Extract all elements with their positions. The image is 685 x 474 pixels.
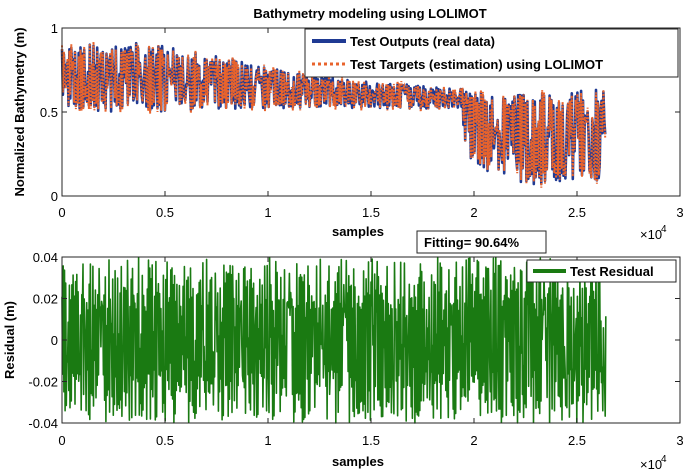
legend-box [526, 259, 677, 283]
x-ticks: 0 0.5 1 1.5 2 2.5 3 [58, 28, 684, 220]
legend-label-test-targets: Test Targets (estimation) using LOLIMOT [350, 57, 603, 72]
annotation-box [416, 230, 547, 254]
y-axis-label: Residual (m) [2, 301, 17, 379]
x-tick-label: 2.5 [568, 205, 586, 220]
y-tick-label: 0 [51, 333, 58, 348]
x-exponent-base: ×10 [640, 457, 662, 472]
x-tick-label: 2 [470, 433, 477, 448]
x-tick-label: 3 [676, 205, 683, 220]
x-tick-label: 1.5 [362, 205, 380, 220]
x-axis-label: samples [332, 224, 384, 239]
legend: Test Outputs (real data) Test Targets (e… [304, 28, 679, 78]
x-tick-label: 3 [676, 433, 683, 448]
x-axis-label: samples [332, 454, 384, 469]
x-tick-label: 1.5 [362, 433, 380, 448]
legend-label-test-residual: Test Residual [570, 264, 654, 279]
y-ticks: -0.04 -0.02 0 0.02 0.04 [28, 250, 680, 431]
x-exponent-base: ×10 [640, 227, 662, 242]
series-group [61, 256, 607, 424]
x-exponent-power: 4 [661, 224, 667, 235]
x-exponent: ×10 4 [640, 454, 667, 472]
x-tick-label: 0 [58, 433, 65, 448]
bathymetry-plot: Bathymetry modeling using LOLIMOT 0 0.5 1 1… [12, 6, 684, 242]
legend: Test Residual [526, 259, 677, 283]
x-tick-label: 2 [470, 205, 477, 220]
y-tick-label: 0.04 [33, 250, 58, 265]
x-tick-label: 2.5 [568, 433, 586, 448]
plot-title: Bathymetry modeling using LOLIMOT [253, 6, 486, 21]
legend-box [304, 28, 679, 78]
x-tick-label: 1 [264, 433, 271, 448]
x-tick-label: 1 [264, 205, 271, 220]
series-line-test-targets [61, 41, 607, 188]
fitting-annotation: Fitting= 90.64% [416, 230, 547, 254]
x-ticks: 0 0.5 1 1.5 2 2.5 3 [58, 257, 684, 448]
x-tick-label: 0 [58, 205, 65, 220]
y-tick-label: -0.04 [28, 416, 58, 431]
x-tick-label: 0.5 [156, 205, 174, 220]
y-tick-label: -0.02 [28, 375, 58, 390]
y-axis-label: Normalized Bathymetry (m) [12, 27, 27, 196]
y-ticks: 00.51 [40, 21, 680, 204]
y-tick-label: 1 [51, 21, 58, 36]
series-group [60, 41, 607, 188]
annotation-text: Fitting= 90.64% [424, 235, 519, 250]
y-tick-label: 0 [51, 189, 58, 204]
legend-label-test-outputs: Test Outputs (real data) [350, 34, 495, 49]
residual-plot: 0 0.5 1 1.5 2 2.5 3 -0.04 -0.02 0 0.02 0.04 sample… [2, 230, 684, 472]
x-exponent: ×10 4 [640, 224, 667, 242]
series-line-test-residual [61, 256, 607, 424]
x-tick-label: 0.5 [156, 433, 174, 448]
y-tick-label: 0.5 [40, 105, 58, 120]
y-tick-label: 0.02 [33, 292, 58, 307]
x-exponent-power: 4 [661, 454, 667, 465]
